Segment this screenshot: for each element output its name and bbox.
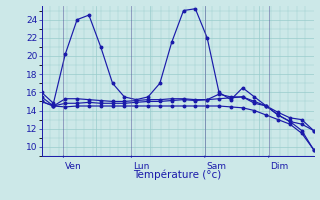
Text: Sam: Sam bbox=[206, 162, 226, 171]
Text: Dim: Dim bbox=[270, 162, 288, 171]
X-axis label: Température (°c): Température (°c) bbox=[133, 170, 222, 180]
Text: Lun: Lun bbox=[133, 162, 149, 171]
Text: Ven: Ven bbox=[65, 162, 82, 171]
